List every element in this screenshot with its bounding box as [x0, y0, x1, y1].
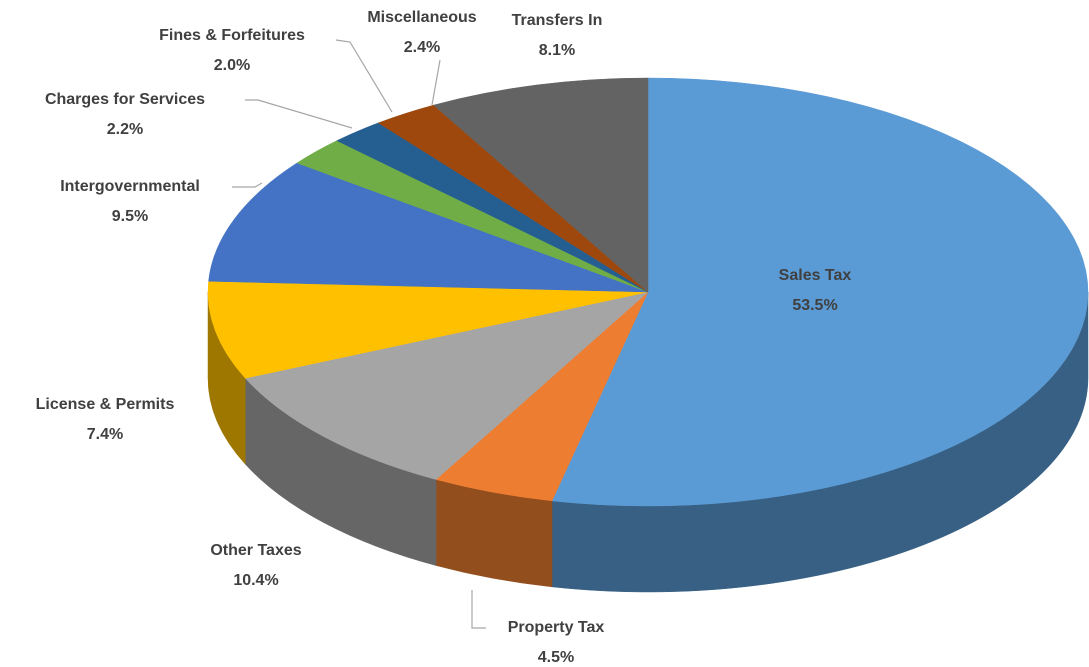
- slice-value-label: 53.5%: [792, 297, 837, 314]
- slice: [551, 77, 1089, 507]
- slice-label: Other Taxes: [210, 542, 301, 559]
- slice-label: Intergovernmental: [60, 178, 200, 195]
- slice-label: Property Tax: [508, 619, 605, 636]
- slice: [208, 162, 649, 293]
- slice-label: Fines & Forfeitures: [159, 27, 305, 44]
- slice-value-label: 4.5%: [538, 649, 574, 666]
- leader-lines: [232, 39, 486, 629]
- leader-line: [245, 99, 353, 129]
- slice-label: Sales Tax: [779, 267, 852, 284]
- slice-label: Transfers In: [512, 12, 603, 29]
- slice: [244, 291, 649, 480]
- pie-tops: [207, 77, 1089, 507]
- slice-value-label: 2.4%: [404, 39, 440, 56]
- slice-label: License & Permits: [36, 396, 175, 413]
- slice-value-label: 2.2%: [107, 121, 143, 138]
- slice-value-label: 7.4%: [87, 426, 123, 443]
- leader-line: [335, 39, 393, 113]
- slice: [433, 77, 649, 293]
- slice-value-label: 10.4%: [233, 572, 278, 589]
- slice-label: Miscellaneous: [367, 9, 476, 26]
- leader-line: [232, 182, 263, 188]
- leader-line: [471, 590, 486, 629]
- leader-line: [431, 59, 441, 106]
- slice-value-label: 2.0%: [214, 57, 250, 74]
- slice-label: Charges for Services: [45, 91, 205, 108]
- slice-value-label: 9.5%: [112, 208, 148, 225]
- slice: [207, 280, 649, 379]
- slice-value-label: 8.1%: [539, 42, 575, 59]
